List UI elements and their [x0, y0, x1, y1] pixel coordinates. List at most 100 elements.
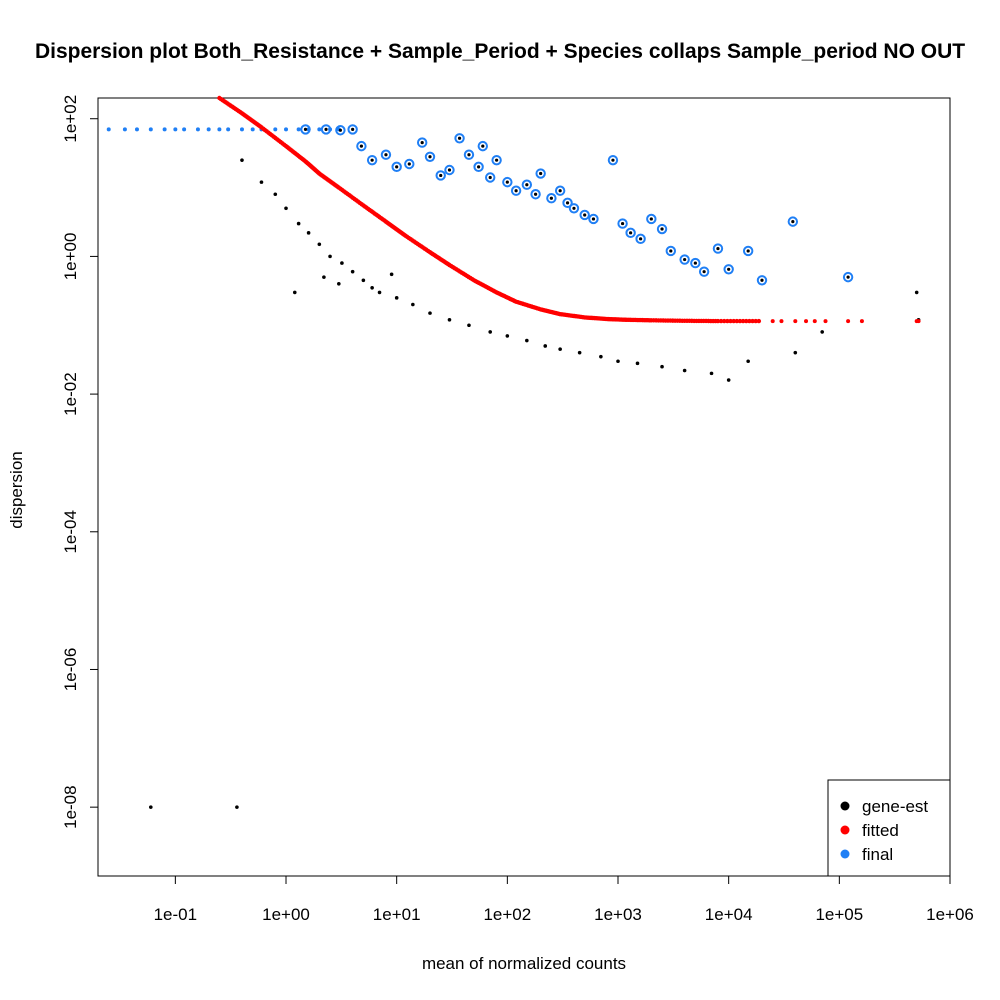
final-point: [217, 127, 222, 132]
final-outlier-ring: [463, 149, 475, 160]
gene-est-outlier-point: [359, 144, 364, 148]
final-outlier-ring: [554, 185, 566, 196]
fitted-point: [804, 319, 809, 324]
fitted-point: [859, 319, 864, 324]
gene-est-outlier-point: [629, 231, 633, 235]
final-point: [317, 127, 322, 132]
gene-est-outlier-point: [495, 158, 499, 162]
gene-est-outlier-point: [558, 189, 562, 193]
final-outlier-ring: [477, 140, 488, 152]
gene-est-outlier-point: [660, 227, 664, 231]
legend: gene-est fitted final: [827, 779, 951, 877]
gene-est-point: [394, 296, 399, 300]
final-outlier-ring: [491, 154, 502, 166]
gene-est-outlier-point: [693, 261, 697, 265]
x-tick-label: 1e-01: [154, 905, 197, 924]
gene-est-outlier-point: [467, 153, 471, 157]
gene-est-outlier-point: [457, 136, 462, 140]
gene-est-point: [558, 347, 562, 351]
y-tick-label: 1e-06: [61, 648, 80, 691]
final-outlier-ring: [562, 197, 573, 209]
gene-est-point: [682, 368, 687, 373]
x-tick-label: 1e+03: [594, 905, 642, 924]
gene-est-point: [370, 285, 374, 290]
final-point: [250, 127, 255, 132]
fitted-point: [744, 318, 749, 324]
final-outlier-ring: [530, 189, 541, 200]
gene-est-point: [914, 290, 919, 295]
gene-est-outlier-point: [338, 128, 342, 132]
gene-est-outlier-point: [303, 127, 308, 131]
fitted-point: [756, 318, 762, 324]
gene-est-point: [350, 269, 355, 274]
fitted-point: [731, 318, 736, 324]
final-point: [106, 127, 111, 132]
final-outlier-ring: [300, 124, 311, 135]
final-point: [226, 127, 231, 132]
final-outlier-ring: [521, 179, 533, 190]
final-point: [162, 127, 167, 132]
gene-est-point: [273, 192, 278, 197]
final-outlier-ring: [424, 151, 436, 162]
fitted-point: [750, 318, 755, 324]
final-outlier-ring: [546, 193, 557, 204]
gene-est-outlier-point: [514, 189, 518, 193]
gene-est-outlier-point: [420, 140, 424, 145]
gene-est-outlier-point: [583, 213, 587, 217]
fitted-point: [846, 319, 851, 324]
final-point: [173, 127, 178, 132]
x-axis-label: mean of normalized counts: [422, 954, 626, 973]
legend-label: final: [862, 845, 893, 864]
final-outlier-ring: [502, 176, 513, 188]
fitted-point: [722, 318, 727, 324]
gene-est-point: [149, 805, 153, 809]
x-tick-label: 1e+05: [815, 905, 863, 924]
gene-est-point: [317, 242, 322, 247]
gene-est-point: [660, 364, 664, 369]
final-outlier-ring: [607, 154, 619, 166]
fitted-point: [725, 318, 730, 324]
gene-est-point: [284, 206, 288, 211]
gene-est-point: [467, 323, 471, 328]
fitted-point: [916, 319, 921, 324]
gene-est-point: [505, 334, 510, 338]
final-outlier-ring: [391, 161, 402, 173]
final-outlier-ring: [579, 209, 590, 221]
gene-est-point: [726, 378, 731, 382]
points-layer: [106, 95, 921, 809]
gene-est-outlier-point: [669, 249, 673, 253]
gene-est-point: [709, 371, 714, 376]
gene-est-outlier-point: [620, 221, 625, 226]
gene-est-outlier-point: [549, 196, 553, 200]
gene-est-outlier-point: [324, 127, 328, 131]
gene-est-outlier-point: [370, 158, 374, 162]
x-tick-label: 1e+04: [705, 905, 753, 924]
final-outlier-ring: [568, 203, 580, 214]
gene-est-outlier-point: [846, 275, 850, 279]
fitted-point: [747, 318, 752, 324]
final-outlier-ring: [335, 125, 346, 136]
gene-est-outlier-point: [477, 165, 481, 169]
final-outlier-ring: [366, 154, 378, 166]
y-tick-label: 1e+00: [61, 233, 80, 281]
y-tick-label: 1e-04: [61, 510, 80, 553]
legend-marker-gene-est: [840, 801, 850, 811]
final-point: [273, 127, 278, 132]
gene-est-point: [361, 278, 366, 283]
gene-est-point: [322, 275, 326, 279]
final-outlier-ring: [679, 254, 690, 265]
fitted-point: [737, 318, 743, 324]
gene-est-point: [635, 361, 640, 366]
gene-est-point: [328, 254, 332, 259]
y-axis: 1e-08 1e-06 1e-04 1e-02 1e+00 1e+02: [61, 95, 99, 829]
final-point: [134, 127, 139, 132]
final-outlier-ring: [842, 271, 854, 283]
gene-est-outlier-point: [481, 144, 485, 148]
gene-est-outlier-point: [716, 246, 720, 251]
final-outlier-ring: [723, 264, 734, 275]
gene-est-point: [599, 354, 603, 359]
fitted-point: [715, 318, 721, 324]
x-tick-label: 1e+01: [373, 905, 421, 924]
final-point: [148, 127, 153, 132]
gene-est-outlier-point: [727, 267, 731, 271]
